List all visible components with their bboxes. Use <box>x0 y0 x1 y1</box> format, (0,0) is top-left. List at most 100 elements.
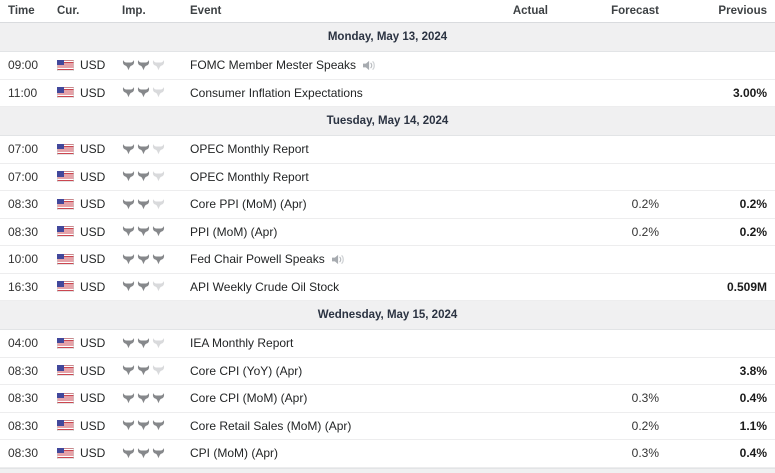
currency-code: USD <box>80 58 106 73</box>
event-currency: USD <box>57 446 122 460</box>
event-name[interactable]: PPI (MoM) (Apr) <box>190 224 278 239</box>
event-name[interactable]: IEA Monthly Report <box>190 336 294 351</box>
event-row[interactable]: 08:30 USD CPI (MoM) (Apr) 0.3% 0.4% <box>0 440 775 468</box>
event-row[interactable]: 08:30 USD PPI (MoM) (Apr) 0.2% 0.2% <box>0 219 775 246</box>
currency-code: USD <box>80 224 106 239</box>
event-currency: USD <box>57 58 122 72</box>
event-time: 10:00 <box>8 252 39 267</box>
event-row[interactable]: 08:30 USD Core CPI (MoM) (Apr) 0.3% 0.4% <box>0 385 775 413</box>
bull-importance-icon <box>122 392 135 404</box>
bull-importance-icon <box>122 281 135 292</box>
event-forecast: 0.2% <box>631 418 659 433</box>
event-row[interactable]: 08:30 USD Core PPI (MoM) (Apr) 0.2% 0.2% <box>0 191 775 219</box>
bull-importance-icon <box>152 87 165 98</box>
us-flag-icon <box>57 281 74 293</box>
bull-importance-icon <box>122 253 135 265</box>
bull-importance-icon <box>122 337 135 349</box>
event-importance <box>122 392 190 404</box>
event-name[interactable]: Core Retail Sales (MoM) (Apr) <box>190 418 352 433</box>
event-time: 08:30 <box>8 446 39 461</box>
us-flag-icon <box>57 253 74 265</box>
bull-importance-icon <box>152 447 165 459</box>
event-name[interactable]: Core CPI (MoM) (Apr) <box>190 391 308 406</box>
bull-importance-icon <box>137 365 150 376</box>
event-importance <box>122 253 190 265</box>
event-name[interactable]: OPEC Monthly Report <box>190 169 309 184</box>
event-name[interactable]: CPI (MoM) (Apr) <box>190 446 278 461</box>
event-importance <box>122 143 190 155</box>
event-importance <box>122 447 190 459</box>
day-separator-label: Tuesday, May 14, 2024 <box>326 115 449 127</box>
event-cell: Core PPI (MoM) (Apr) <box>190 197 464 211</box>
event-name[interactable]: OPEC Monthly Report <box>190 142 309 157</box>
event-previous: 3.00% <box>732 85 767 100</box>
event-time: 04:00 <box>8 336 39 351</box>
event-row[interactable]: 08:30 USD Core Retail Sales (MoM) (Apr) 0.2… <box>0 413 775 440</box>
event-row[interactable]: 07:00 USD OPEC Monthly Report <box>0 164 775 191</box>
event-name[interactable]: FOMC Member Mester Speaks <box>190 58 357 73</box>
day-separator: Wednesday, May 15, 2024 <box>0 301 775 330</box>
column-header-time: Time <box>8 5 35 17</box>
event-row[interactable]: 08:30 USD Core CPI (YoY) (Apr) 3.8% <box>0 358 775 385</box>
event-row[interactable]: 10:00 USD Fed Chair Powell Speaks <box>0 246 775 274</box>
event-time: 08:30 <box>8 197 39 212</box>
event-time: 08:30 <box>8 418 39 433</box>
event-time: 07:00 <box>8 142 39 157</box>
us-flag-icon <box>57 447 74 459</box>
event-previous: 3.8% <box>739 363 767 378</box>
event-row[interactable]: 04:00 USD IEA Monthly Report <box>0 330 775 358</box>
event-previous: 0.4% <box>739 446 767 461</box>
day-separator-label: Wednesday, May 15, 2024 <box>317 309 458 321</box>
bull-importance-icon <box>137 59 150 71</box>
event-currency: USD <box>57 391 122 405</box>
column-header-event: Event <box>190 5 222 17</box>
event-time: 08:30 <box>8 224 39 239</box>
bull-importance-icon <box>152 253 165 265</box>
event-previous: 0.4% <box>739 391 767 406</box>
us-flag-icon <box>57 59 74 71</box>
bull-importance-icon <box>152 337 165 349</box>
event-row[interactable]: 16:30 USD API Weekly Crude Oil Stock 0.509M <box>0 274 775 301</box>
event-importance <box>122 281 190 292</box>
us-flag-icon <box>57 365 74 377</box>
us-flag-icon <box>57 226 74 238</box>
event-row[interactable]: 09:00 USD FOMC Member Mester Speaks <box>0 52 775 80</box>
event-row[interactable]: 07:00 USD OPEC Monthly Report <box>0 136 775 164</box>
event-cell: Core CPI (YoY) (Apr) <box>190 364 464 378</box>
event-previous: 1.1% <box>739 418 767 433</box>
currency-code: USD <box>80 446 106 461</box>
column-header-importance: Imp. <box>122 5 146 17</box>
event-name[interactable]: Core PPI (MoM) (Apr) <box>190 197 307 212</box>
event-cell: FOMC Member Mester Speaks <box>190 58 464 72</box>
event-time: 07:00 <box>8 169 39 184</box>
event-forecast: 0.2% <box>631 224 659 239</box>
bull-importance-icon <box>137 392 150 404</box>
event-currency: USD <box>57 142 122 156</box>
event-previous: 0.2% <box>739 197 767 212</box>
bull-importance-icon <box>137 420 150 431</box>
bull-importance-icon <box>152 392 165 404</box>
event-cell: Consumer Inflation Expectations <box>190 86 464 100</box>
event-currency: USD <box>57 170 122 184</box>
event-name[interactable]: Consumer Inflation Expectations <box>190 85 363 100</box>
table-body: Monday, May 13, 2024 09:00 USD FOMC Member … <box>0 23 775 473</box>
next-day-separator-partial <box>0 467 775 473</box>
bull-importance-icon <box>137 337 150 349</box>
event-importance <box>122 171 190 182</box>
bull-importance-icon <box>152 59 165 71</box>
event-importance <box>122 420 190 431</box>
day-separator-label: Monday, May 13, 2024 <box>327 31 448 43</box>
us-flag-icon <box>57 87 74 99</box>
event-name[interactable]: API Weekly Crude Oil Stock <box>190 279 340 294</box>
day-separator: Monday, May 13, 2024 <box>0 23 775 52</box>
event-name[interactable]: Core CPI (YoY) (Apr) <box>190 363 303 378</box>
currency-code: USD <box>80 336 106 351</box>
bull-importance-icon <box>137 143 150 155</box>
bull-importance-icon <box>152 143 165 155</box>
us-flag-icon <box>57 198 74 210</box>
event-name[interactable]: Fed Chair Powell Speaks <box>190 252 325 267</box>
bull-importance-icon <box>152 281 165 292</box>
table-header-row: Time Cur. Imp. Event Actual Forecast Pre… <box>0 0 775 23</box>
event-row[interactable]: 11:00 USD Consumer Inflation Expectations 3… <box>0 80 775 107</box>
